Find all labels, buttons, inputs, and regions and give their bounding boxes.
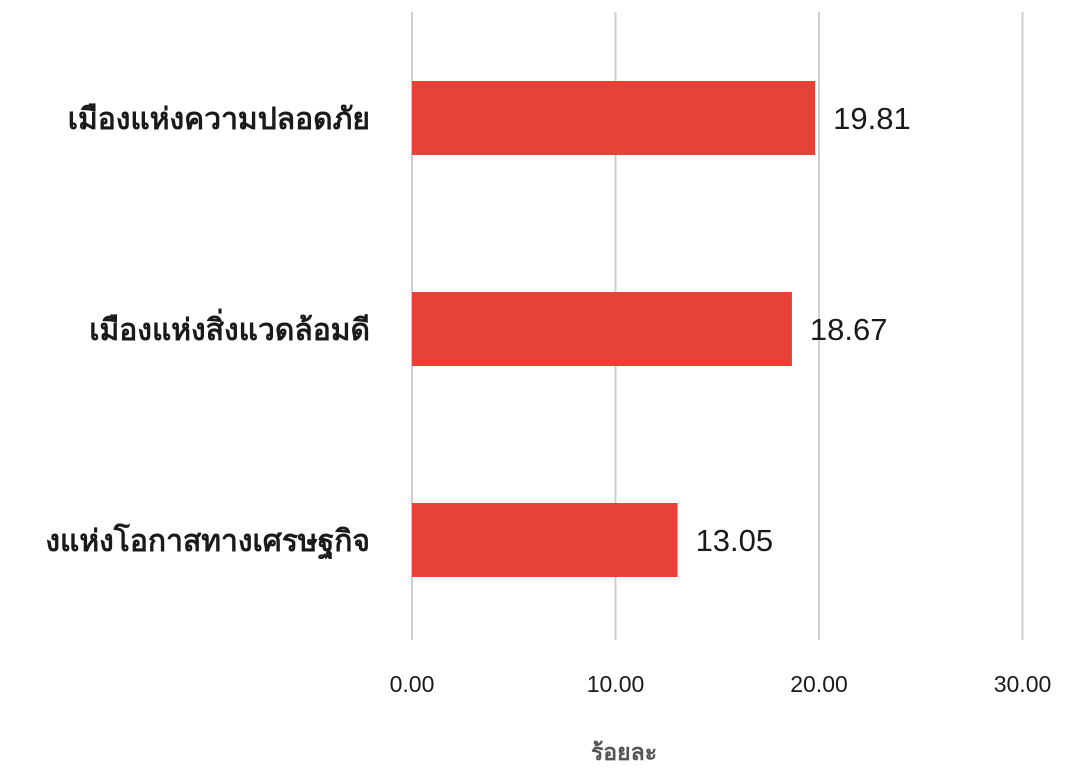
x-tick-label: 0.00 <box>390 671 435 697</box>
value-label: 18.67 <box>810 312 888 347</box>
labels: 0.00 10.00 20.00 30.00 19.81 เมืองแห่งความปลอ… <box>45 101 1051 697</box>
category-label: เมืองแห่งสิ่งแวดล้อมดี <box>89 308 370 348</box>
x-tick-label: 30.00 <box>994 671 1052 697</box>
bars <box>412 81 816 577</box>
bar <box>412 503 678 577</box>
value-label: 13.05 <box>696 523 774 558</box>
category-label: งแห่งโอกาสทางเศรษฐกิจ <box>45 522 370 561</box>
x-tick-label: 10.00 <box>587 671 645 697</box>
category-label: เมืองแห่งความปลอดภัย <box>68 102 370 137</box>
x-tick-label: 20.00 <box>790 671 848 697</box>
bar <box>412 292 792 366</box>
value-label: 19.81 <box>833 101 911 136</box>
x-axis-title: ร้อยละ <box>591 740 657 766</box>
bar <box>412 81 816 155</box>
